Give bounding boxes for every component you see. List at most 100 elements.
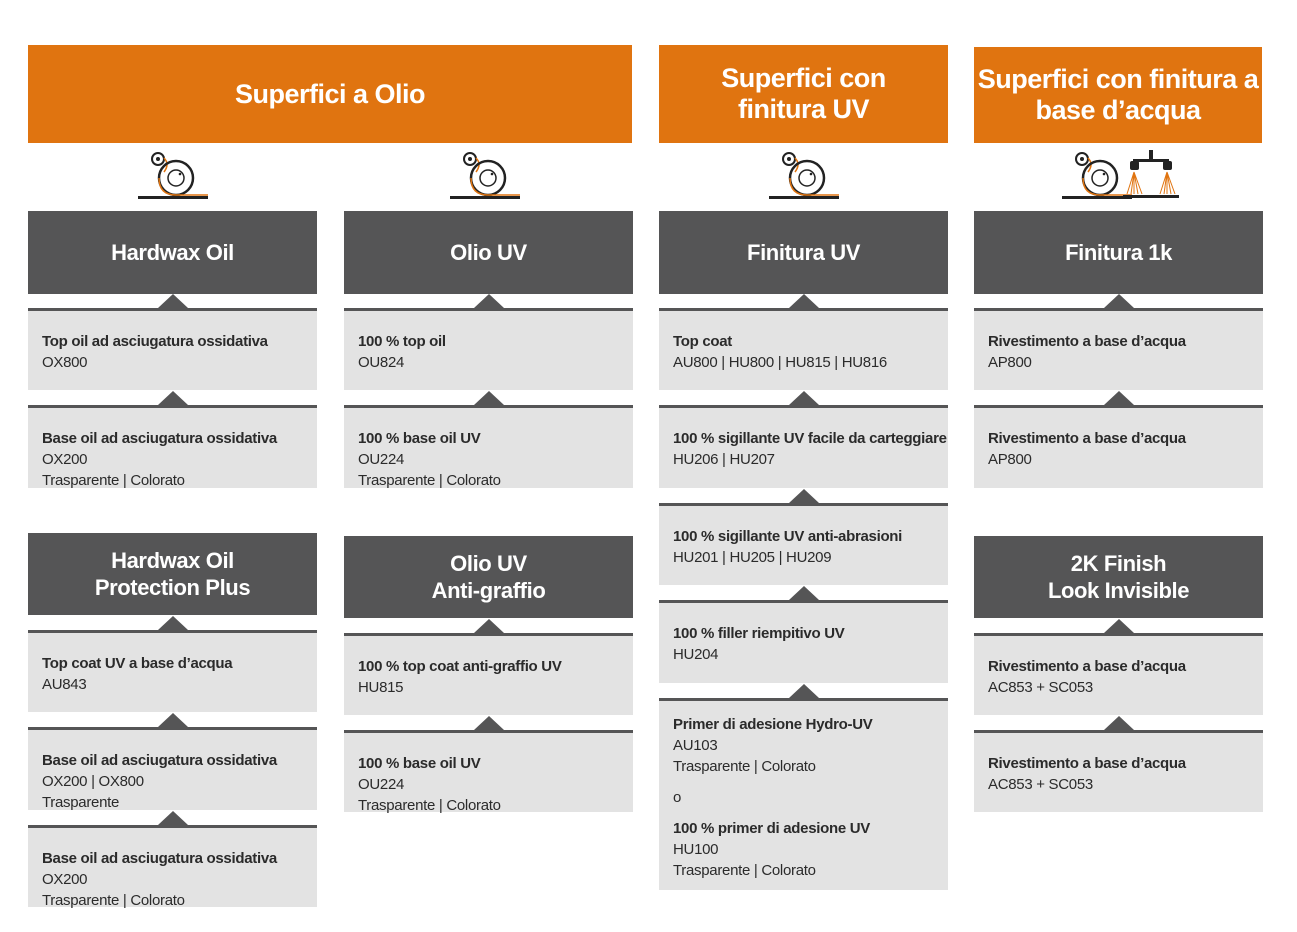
layer-detail: OU224 xyxy=(358,451,405,468)
layer-box: 100 % top coat anti-graffio UV HU815 xyxy=(344,619,633,715)
layer-box: Rivestimento a base d’acqua AC853 + SC053 xyxy=(974,619,1263,715)
layer-name: Top coat xyxy=(673,333,732,350)
layer-detail: Trasparente | Colorato xyxy=(42,892,185,909)
layer-detail: OX200 xyxy=(42,871,88,888)
layer-detail: OX200 xyxy=(42,451,88,468)
arrow-up-icon xyxy=(1103,391,1134,405)
layer-box: 100 % base oil UV OU224 Trasparente | Colo… xyxy=(344,391,633,489)
layer-name: Base oil ad asciugatura ossidativa xyxy=(42,850,277,867)
product-header: Finitura 1k xyxy=(974,211,1263,294)
layer-box: 100 % filler riempitivo UV HU204 xyxy=(659,586,948,683)
arrow-up-icon xyxy=(473,619,504,633)
layer-name: Rivestimento a base d’acqua xyxy=(988,430,1186,447)
arrow-up-icon xyxy=(788,391,819,405)
layer-detail: AP800 xyxy=(988,451,1032,468)
product-title: Olio UV xyxy=(450,240,527,265)
layer-detail: HU100 xyxy=(673,841,719,858)
product-header: Finitura UV xyxy=(659,211,948,294)
product-header: Olio UV Anti-graffio xyxy=(344,536,633,618)
layer-detail: AU843 xyxy=(42,676,87,693)
layer-detail: Trasparente | Colorato xyxy=(673,758,816,775)
layer-box: Rivestimento a base d’acqua AP800 xyxy=(974,391,1263,488)
layer-name: Rivestimento a base d’acqua xyxy=(988,658,1186,675)
arrow-up-icon xyxy=(788,684,819,698)
layer-detail: AC853 + SC053 xyxy=(988,776,1093,793)
layer-name: Top oil ad asciugatura ossidativa xyxy=(42,333,268,350)
arrow-up-icon xyxy=(157,391,188,405)
layer-detail: Trasparente xyxy=(42,794,120,811)
product-title: Finitura 1k xyxy=(1065,240,1172,265)
layer-name: 100 % base oil UV xyxy=(358,430,481,447)
layer-box: Base oil ad asciugatura ossidativa OX200 T… xyxy=(28,391,317,489)
roller-icon xyxy=(1062,150,1134,205)
layer-name: 100 % filler riempitivo UV xyxy=(673,625,845,642)
product-header: Hardwax Oil xyxy=(28,211,317,294)
layer-box: 100 % base oil UV OU224 Trasparente | Colo… xyxy=(344,716,633,814)
layer-box: Top coat UV a base d’acqua AU843 xyxy=(28,616,317,712)
layer-box: Top coat AU800 | HU800 | HU815 | HU816 xyxy=(659,294,948,390)
layer-name: Rivestimento a base d’acqua xyxy=(988,755,1186,772)
category-uv-surfaces: Superfici con finitura UV xyxy=(659,45,948,143)
roller-icon xyxy=(769,150,841,205)
layer-detail: Trasparente | Colorato xyxy=(358,472,501,489)
layer-detail: OX800 xyxy=(42,354,88,371)
product-header: 2K Finish Look Invisible xyxy=(974,536,1263,618)
layer-name: 100 % top oil xyxy=(358,333,446,350)
product-title: Olio UV Anti-graffio xyxy=(431,551,546,603)
layer-detail: Trasparente | Colorato xyxy=(42,472,185,489)
roller-icon xyxy=(450,150,522,205)
layer-name: 100 % sigillante UV facile da carteggiar… xyxy=(673,430,947,447)
product-header: Olio UV xyxy=(344,211,633,294)
layer-box: Base oil ad asciugatura ossidativa OX200 T… xyxy=(28,811,317,909)
layer-detail: OU824 xyxy=(358,354,405,371)
arrow-up-icon xyxy=(788,294,819,308)
layer-box: 100 % sigillante UV anti-abrasioni HU201 … xyxy=(659,489,948,585)
arrow-up-icon xyxy=(788,489,819,503)
layer-detail: AU103 xyxy=(673,737,718,754)
layer-box: Rivestimento a base d’acqua AC853 + SC053 xyxy=(974,716,1263,812)
arrow-up-icon xyxy=(157,616,188,630)
arrow-up-icon xyxy=(473,716,504,730)
layer-detail: AC853 + SC053 xyxy=(988,679,1093,696)
layer-detail: o xyxy=(673,789,682,806)
arrow-up-icon xyxy=(157,713,188,727)
product-title: Hardwax Oil Protection Plus xyxy=(94,548,251,600)
layer-detail: AU800 | HU800 | HU815 | HU816 xyxy=(673,354,887,371)
arrow-up-icon xyxy=(473,391,504,405)
layer-detail: HU201 | HU205 | HU209 xyxy=(673,549,832,566)
arrow-up-icon xyxy=(157,811,188,825)
layer-detail: Trasparente | Colorato xyxy=(358,797,501,814)
layer-name: Base oil ad asciugatura ossidativa xyxy=(42,752,277,769)
layer-box: Top oil ad asciugatura ossidativa OX800 xyxy=(28,294,317,390)
layer-name: 100 % base oil UV xyxy=(358,755,481,772)
arrow-up-icon xyxy=(788,586,819,600)
layer-name: Top coat UV a base d’acqua xyxy=(42,655,233,672)
layer-name: Primer di adesione Hydro-UV xyxy=(673,716,873,733)
layer-detail: HU206 | HU207 xyxy=(673,451,775,468)
layer-name: 100 % top coat anti-graffio UV xyxy=(358,658,562,675)
category-water-surfaces: Superfici con finitura a base d’acqua xyxy=(974,47,1262,143)
product-title: Hardwax Oil xyxy=(111,240,234,265)
layer-detail: HU815 xyxy=(358,679,404,696)
arrow-up-icon xyxy=(473,294,504,308)
layer-name: Rivestimento a base d’acqua xyxy=(988,333,1186,350)
arrow-up-icon xyxy=(1103,619,1134,633)
product-title: 2K Finish Look Invisible xyxy=(1047,551,1190,603)
layer-box: Rivestimento a base d’acqua AP800 xyxy=(974,294,1263,390)
layer-name: 100 % sigillante UV anti-abrasioni xyxy=(673,528,903,545)
arrow-up-icon xyxy=(1103,294,1134,308)
layer-box: Base oil ad asciugatura ossidativa OX200 … xyxy=(28,713,317,811)
layer-detail: OX200 | OX800 xyxy=(42,773,144,790)
layer-detail: AP800 xyxy=(988,354,1032,371)
roller-icon xyxy=(138,150,210,205)
layer-box: 100 % sigillante UV facile da carteggiar… xyxy=(659,391,948,488)
layer-detail: OU224 xyxy=(358,776,405,793)
layer-name: 100 % primer di adesione UV xyxy=(673,820,870,837)
layer-box: 100 % top oil OU824 xyxy=(344,294,633,390)
layer-detail: Trasparente | Colorato xyxy=(673,862,816,879)
product-header: Hardwax Oil Protection Plus xyxy=(28,533,317,615)
layer-detail: HU204 xyxy=(673,646,719,663)
spray-nozzle-icon xyxy=(1123,150,1179,205)
category-oil-surfaces: Superfici a Olio xyxy=(28,45,632,143)
layer-name: Base oil ad asciugatura ossidativa xyxy=(42,430,277,447)
